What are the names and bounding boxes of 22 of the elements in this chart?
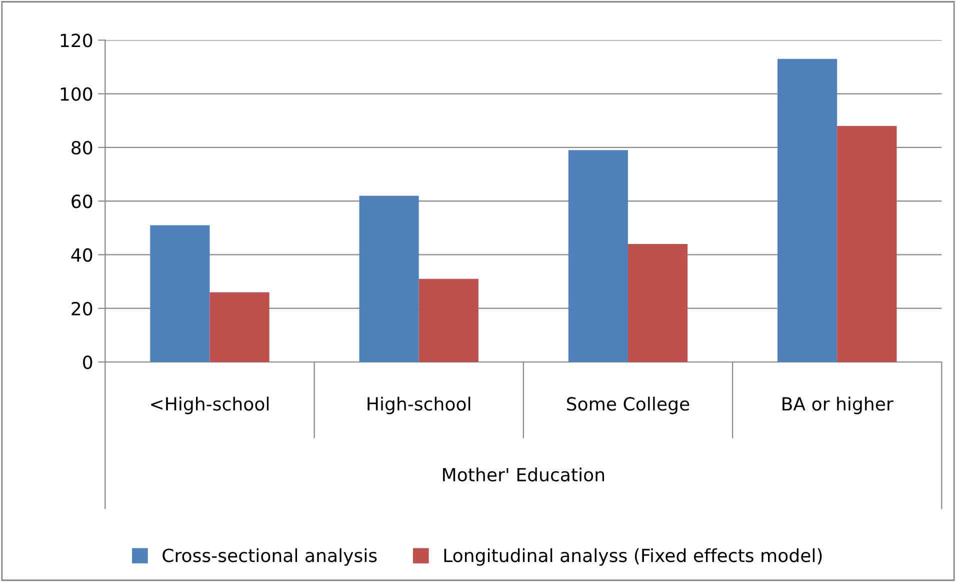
y-tick-label: 80	[72, 140, 92, 155]
bar	[568, 150, 628, 362]
bar	[777, 58, 838, 362]
x-tick-label: Some College	[567, 396, 690, 414]
x-tick-label: High-school	[368, 396, 470, 414]
x-tick-label: <High-school	[151, 396, 269, 414]
bar	[150, 225, 210, 362]
legend-label: Longitudinal analyss (Fixed effects model)	[444, 548, 822, 566]
y-tick-label: 0	[83, 355, 92, 370]
y-tick-label: 60	[72, 194, 92, 208]
x-tick-label: BA or higher	[782, 396, 894, 414]
bar	[418, 278, 478, 362]
bar	[837, 126, 897, 362]
bar	[628, 244, 688, 362]
y-tick-label: 40	[71, 248, 92, 262]
y-tick-label: 120	[60, 34, 92, 48]
bar	[359, 196, 419, 362]
y-tick-label: 20	[72, 302, 92, 316]
x-axis-title: Mother' Education	[443, 468, 604, 482]
y-tick-label: 100	[60, 87, 92, 101]
legend-label: Cross-sectional analysis	[162, 548, 377, 566]
bar	[210, 292, 270, 362]
